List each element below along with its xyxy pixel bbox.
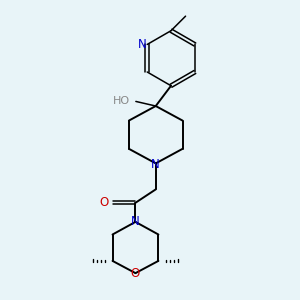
Text: N: N: [152, 158, 160, 171]
Text: O: O: [100, 196, 109, 209]
Text: O: O: [131, 267, 140, 280]
Text: N: N: [131, 214, 140, 228]
Text: HO: HO: [113, 96, 130, 106]
Text: N: N: [138, 38, 147, 51]
